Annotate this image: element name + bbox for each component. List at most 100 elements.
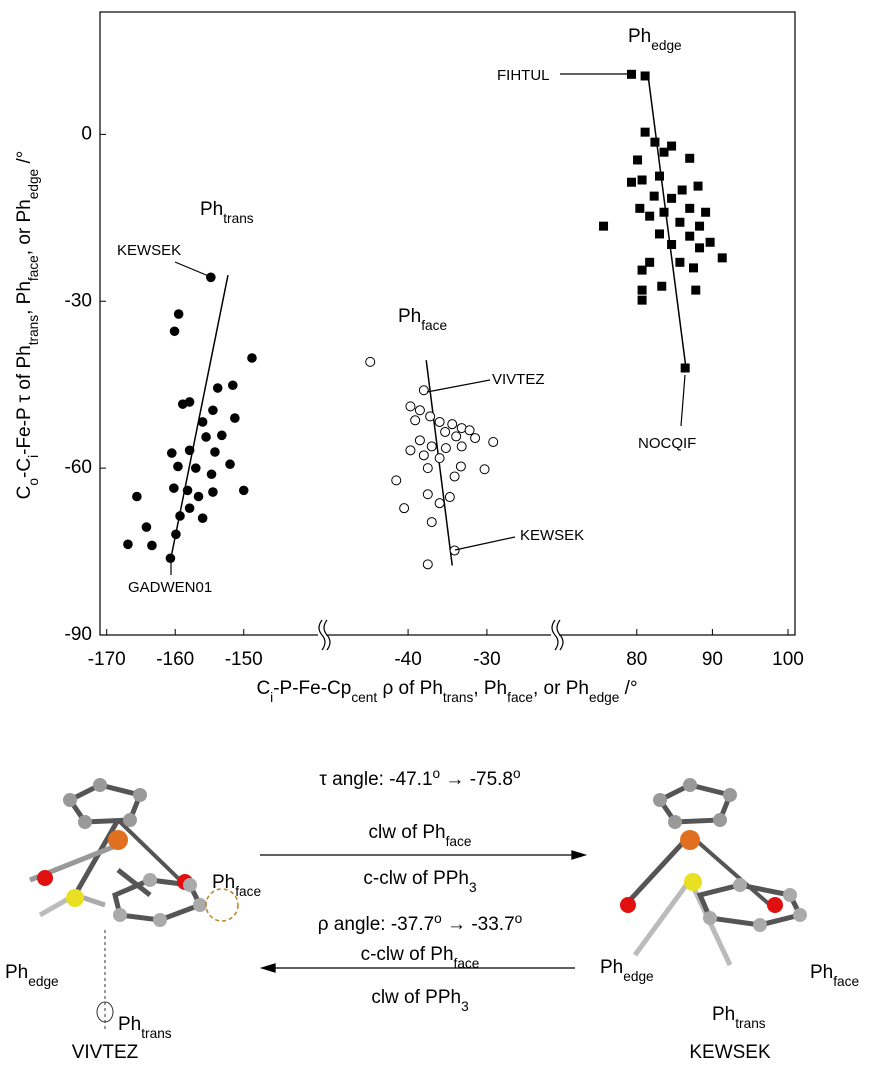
text-part: edge — [589, 690, 619, 705]
annotation-leader — [175, 262, 211, 277]
annotation-leader — [427, 380, 490, 392]
annotation: GADWEN01 — [128, 579, 212, 596]
text-part: /° — [619, 678, 637, 699]
point — [638, 296, 647, 305]
text-part: edge — [651, 38, 681, 53]
text-part: /° — [14, 151, 35, 169]
text-part: ρ angle: -37.7 — [318, 914, 434, 935]
text-part: 3 — [461, 999, 469, 1014]
text-part: -75.8 — [470, 769, 513, 790]
point — [456, 462, 465, 471]
point — [123, 540, 133, 550]
point — [641, 128, 650, 137]
group-label: Phedge — [600, 957, 654, 984]
text-part: cent — [351, 690, 377, 705]
text-part: → — [440, 769, 470, 790]
text-part: trans — [735, 1016, 766, 1031]
point — [170, 326, 180, 336]
point — [489, 437, 498, 446]
group-label: Phtrans — [200, 199, 254, 226]
point — [173, 462, 183, 472]
y-axis-label: Co-Ci-Fe-P τ of Phtrans, Phface, or Phed… — [14, 151, 41, 500]
point — [239, 486, 249, 496]
point — [185, 446, 195, 456]
y-tick-label: 0 — [81, 123, 92, 144]
text-part: trans — [223, 211, 254, 226]
point — [191, 463, 201, 473]
point — [435, 417, 444, 426]
point — [400, 504, 409, 513]
point — [419, 386, 428, 395]
rho-angle: ρ angle: -37.7o → -33.7o — [318, 911, 523, 936]
group-label: Phtrans — [712, 1004, 766, 1031]
text-part: trans — [26, 315, 41, 346]
text-part: -33.7 — [471, 914, 514, 935]
point — [706, 238, 715, 247]
text-part: c-clw of PPh — [363, 868, 469, 889]
text-part: Ph — [712, 1004, 735, 1025]
point — [667, 194, 676, 203]
text-part: clw of PPh — [371, 987, 461, 1008]
text-part: C — [14, 486, 35, 500]
text-part: Ph — [810, 962, 833, 983]
point — [415, 436, 424, 445]
text-part: Ph — [398, 306, 421, 327]
text-part: -P-Fe-Cp — [273, 678, 351, 699]
text-part: face — [235, 884, 261, 899]
x-tick-label: -170 — [88, 649, 126, 670]
point — [638, 286, 647, 295]
point — [230, 413, 240, 423]
point — [213, 383, 223, 393]
point — [450, 546, 459, 555]
x-axis-label: Ci-P-Fe-Cpcent ρ of Phtrans, Phface, or … — [256, 678, 637, 705]
x-tick-label: -40 — [394, 649, 421, 670]
text-part: c-clw of Ph — [361, 944, 454, 965]
plot-frame — [100, 12, 795, 635]
point — [675, 218, 684, 227]
point — [685, 232, 694, 241]
point — [660, 148, 669, 157]
point — [208, 405, 218, 415]
point — [392, 476, 401, 485]
text-part: trans — [443, 690, 474, 705]
point — [441, 444, 450, 453]
annotation: FIHTUL — [497, 67, 550, 84]
text-part: , Ph — [473, 678, 507, 699]
point — [448, 420, 457, 429]
point — [183, 486, 193, 496]
point — [645, 212, 654, 221]
point — [171, 530, 181, 540]
point — [465, 426, 474, 435]
point — [675, 258, 684, 267]
text-part: Ph — [5, 962, 28, 983]
compound-name: KEWSEK — [689, 1042, 771, 1063]
text-part: Ph — [200, 199, 223, 220]
point — [185, 397, 195, 407]
point — [645, 258, 654, 267]
atoms-left — [37, 778, 238, 1030]
point — [427, 442, 436, 451]
text-part: -C — [14, 458, 35, 478]
point — [147, 541, 157, 551]
x-tick-label: 90 — [702, 649, 723, 670]
tau-angle: τ angle: -47.1o → -75.8o — [319, 766, 521, 791]
x-tick-label: -30 — [473, 649, 500, 670]
point — [217, 431, 227, 441]
point — [423, 464, 432, 473]
point — [660, 208, 669, 217]
point — [198, 417, 208, 427]
point — [450, 472, 459, 481]
point — [169, 483, 179, 493]
point — [175, 511, 185, 521]
annotation: KEWSEK — [520, 527, 584, 544]
point — [694, 182, 703, 191]
point — [185, 503, 195, 513]
point — [423, 490, 432, 499]
y-tick-label: -60 — [65, 457, 92, 478]
text-part: -Fe-P τ of Ph — [14, 345, 35, 455]
text-part: o — [513, 766, 521, 781]
lower-arrow-sublabel: clw of PPh3 — [371, 987, 468, 1014]
point — [201, 432, 211, 442]
point — [685, 204, 694, 213]
point — [480, 465, 489, 474]
